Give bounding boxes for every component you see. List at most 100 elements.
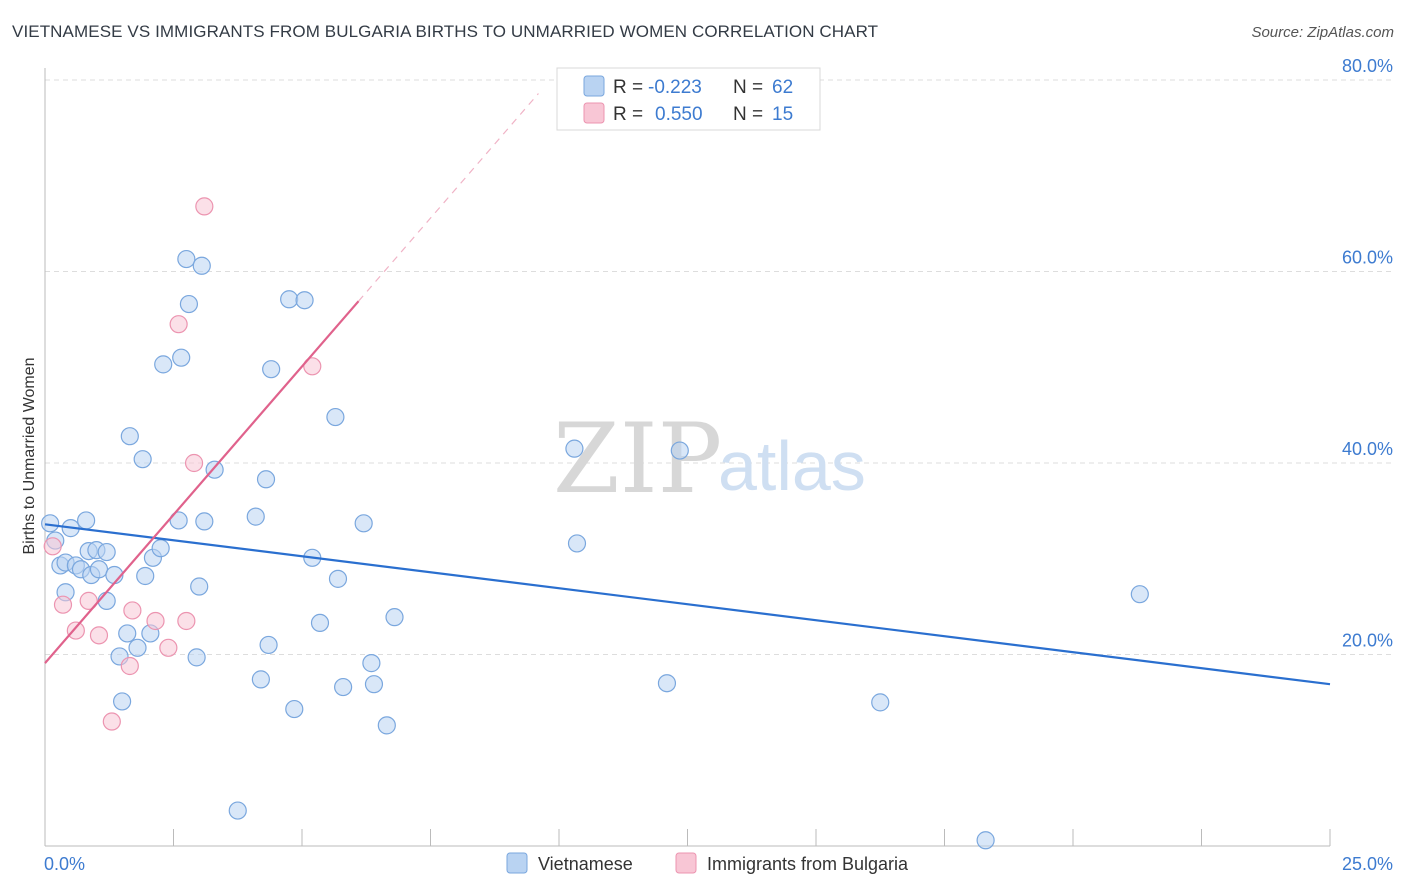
legend-r-value-vietnamese: -0.223 (648, 77, 702, 98)
y-tick-label: 80.0% (1342, 56, 1393, 76)
bulgaria-point (53, 595, 73, 614)
vietnamese-point (120, 427, 139, 446)
bulgaria-point (159, 638, 178, 657)
watermark-atlas: atlas (718, 427, 866, 505)
vietnamese-point (354, 514, 373, 533)
vietnamese-point (192, 256, 211, 275)
vietnamese-point (128, 638, 147, 657)
vietnamese-point (377, 716, 396, 735)
vietnamese-point (169, 511, 188, 530)
vietnamese-point (77, 511, 96, 530)
legend-n-value-bulgaria: 15 (772, 104, 793, 125)
bulgaria-point (102, 712, 121, 731)
watermark: ZIP atlas (553, 403, 866, 515)
legend-r-value-bulgaria: 0.550 (655, 104, 703, 125)
bulgaria-point (169, 315, 188, 334)
y-axis-label: Births to Unmarried Women (21, 357, 38, 554)
vietnamese-point (97, 542, 116, 562)
vietnamese-point (154, 355, 173, 374)
y-tick-label: 40.0% (1342, 439, 1393, 459)
vietnamese-point (151, 539, 170, 558)
bulgaria-point (120, 656, 139, 676)
vietnamese-point (190, 577, 209, 596)
legend-n-label-vietnamese: N = (733, 77, 763, 98)
bulgaria-trend-line (44, 300, 360, 664)
vietnamese-point (251, 670, 270, 689)
vietnamese-point (259, 635, 278, 655)
y-tick-label: 20.0% (1342, 631, 1393, 651)
series-legend-label-bulgaria: Immigrants from Bulgaria (707, 854, 909, 874)
vietnamese-point (976, 831, 995, 850)
y-tick-labels: 20.0% 40.0% 60.0% 80.0% (1342, 56, 1393, 651)
y-tick-label: 60.0% (1342, 248, 1393, 268)
stats-legend: R = -0.223 N = 62 R = 0.550 N = 15 (556, 67, 821, 131)
vietnamese-point (334, 677, 353, 697)
vietnamese-point (326, 407, 345, 427)
vietnamese-point (179, 294, 199, 314)
trend-lines (44, 93, 1331, 686)
legend-n-label-bulgaria: N = (733, 104, 763, 125)
bulgaria-point (66, 621, 85, 640)
bulgaria-point (89, 626, 109, 645)
legend-r-label-vietnamese: R = (613, 77, 643, 98)
vietnamese-point (246, 507, 265, 526)
gridlines (45, 79, 1393, 655)
series-legend-label-vietnamese: Vietnamese (538, 854, 633, 874)
bulgaria-point (146, 611, 165, 631)
bulgaria-point (184, 453, 204, 473)
vietnamese-point (172, 348, 191, 367)
vietnamese-point (328, 569, 348, 588)
chart-title: VIETNAMESE VS IMMIGRANTS FROM BULGARIA B… (12, 22, 879, 41)
series-legend-swatch-bulgaria (675, 852, 697, 874)
series-legend-swatch-vietnamese (506, 852, 528, 874)
x-tick-label-min: 0.0% (44, 854, 85, 874)
vietnamese-point (118, 624, 137, 643)
vietnamese-point (41, 514, 60, 533)
bulgaria-points (43, 197, 322, 731)
vietnamese-point (89, 560, 109, 579)
vietnamese-point (310, 613, 330, 633)
vietnamese-point (385, 608, 404, 627)
vietnamese-point (1130, 585, 1149, 604)
vietnamese-points (41, 249, 1149, 850)
vietnamese-point (256, 470, 276, 489)
vietnamese-point (133, 450, 152, 469)
vietnamese-point (195, 512, 214, 531)
bulgaria-point (303, 357, 322, 376)
legend-r-label-bulgaria: R = (613, 104, 643, 125)
source-label: Source: ZipAtlas.com (1251, 24, 1394, 41)
bulgaria-trend-extension (358, 93, 539, 302)
x-axis-ticks (44, 829, 1331, 846)
vietnamese-trend-line (44, 523, 1331, 686)
vietnamese-point (136, 566, 155, 586)
vietnamese-point (362, 654, 381, 673)
vietnamese-point (364, 675, 384, 694)
vietnamese-point (295, 291, 314, 310)
watermark-zip: ZIP (553, 403, 722, 515)
vietnamese-point (285, 699, 304, 719)
bulgaria-point (123, 601, 142, 620)
bulgaria-point (43, 537, 62, 556)
vietnamese-point (177, 249, 196, 269)
vietnamese-point (670, 441, 689, 460)
bulgaria-point (79, 591, 98, 610)
vietnamese-point (565, 439, 584, 458)
series-legend: Vietnamese Immigrants from Bulgaria (506, 852, 909, 874)
vietnamese-point (228, 801, 247, 820)
vietnamese-point (567, 534, 587, 553)
bulgaria-point (177, 611, 196, 631)
vietnamese-point (187, 648, 206, 667)
legend-swatch-bulgaria (583, 102, 605, 124)
legend-n-value-vietnamese: 62 (772, 77, 793, 98)
bulgaria-point (195, 197, 214, 216)
legend-swatch-vietnamese (583, 75, 605, 97)
vietnamese-point (205, 460, 224, 479)
vietnamese-point (280, 290, 299, 309)
x-tick-label-max: 25.0% (1342, 854, 1393, 874)
vietnamese-point (112, 692, 132, 711)
vietnamese-point (97, 591, 116, 610)
vietnamese-point (657, 674, 677, 693)
vietnamese-point (871, 693, 890, 712)
vietnamese-point (262, 360, 281, 379)
